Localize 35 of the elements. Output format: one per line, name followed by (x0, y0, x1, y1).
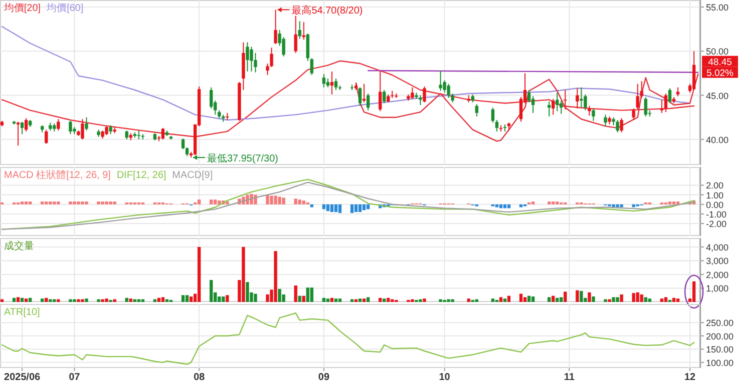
text: MACD[9] (172, 170, 213, 181)
annotation: 最低37.95(7/30) (207, 154, 278, 164)
y-tick-label: 100.00 (706, 358, 734, 368)
text: 均價[60] (46, 2, 84, 14)
y-tick-label: 250.00 (706, 318, 734, 328)
x-tick-label: 07 (68, 372, 80, 382)
y-tick-label: 4,000 (706, 242, 729, 252)
x-tick-label: 08 (194, 372, 206, 382)
annotation: 5.02% (706, 68, 734, 79)
x-tick-label: 12 (684, 372, 696, 382)
y-tick-label: 3,000 (706, 256, 729, 266)
x-tick-label: 2025/06 (4, 372, 41, 382)
text: MACD 柱狀體[12, 26, 9] (4, 169, 111, 181)
chart-title: 成交量 (4, 240, 34, 252)
y-tick-label: 2,000 (706, 270, 729, 280)
text: DIF[12, 26] (116, 170, 166, 181)
y-tick-label: 0.00 (706, 200, 724, 210)
y-tick-label: 50.00 (706, 46, 729, 57)
y-tick-label: 55.00 (706, 2, 729, 13)
y-tick-label: 1.00 (706, 190, 724, 200)
x-tick-label: 10 (438, 372, 451, 382)
y-tick-label: 45.00 (706, 90, 729, 101)
x-tick-label: 09 (318, 372, 330, 382)
annotation: 48.45 (708, 56, 732, 68)
y-tick-label: 1,000 (706, 284, 729, 294)
text: ATR[10] (4, 307, 40, 318)
y-tick-label: -1.00 (706, 209, 727, 220)
y-tick-label: 40.00 (706, 134, 729, 145)
y-tick-label: 150.00 (706, 344, 734, 355)
x-tick-label: 11 (564, 372, 575, 382)
y-tick-label: -2.00 (706, 219, 727, 230)
text: 均價[20] (3, 2, 41, 14)
annotation: 最高54.70(8/20) (292, 4, 363, 17)
y-tick-label: 2.00 (706, 180, 724, 191)
y-tick-label: 200.00 (706, 331, 734, 342)
